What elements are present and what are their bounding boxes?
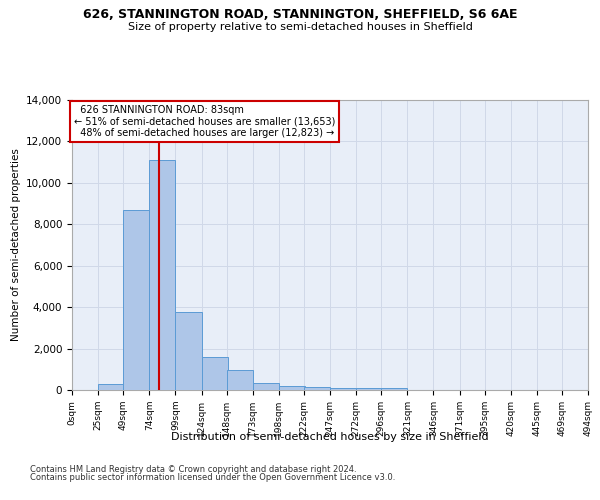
Text: 626, STANNINGTON ROAD, STANNINGTON, SHEFFIELD, S6 6AE: 626, STANNINGTON ROAD, STANNINGTON, SHEF… (83, 8, 517, 20)
Bar (123, 210, 149, 390)
Text: Contains public sector information licensed under the Open Government Licence v3: Contains public sector information licen… (30, 472, 395, 482)
Bar (227, 370, 253, 390)
Bar (253, 383, 279, 390)
Text: Size of property relative to semi-detached houses in Sheffield: Size of property relative to semi-detach… (128, 22, 472, 32)
Y-axis label: Number of semi-detached properties: Number of semi-detached properties (11, 148, 20, 342)
Bar (381, 388, 407, 390)
Bar (175, 312, 202, 390)
Text: 626 STANNINGTON ROAD: 83sqm
← 51% of semi-detached houses are smaller (13,653)
 : 626 STANNINGTON ROAD: 83sqm ← 51% of sem… (74, 105, 335, 138)
Bar (98, 384, 124, 390)
Bar (330, 388, 356, 390)
Bar (356, 388, 382, 390)
Bar (202, 357, 227, 390)
Bar (279, 386, 305, 390)
Bar (304, 387, 330, 390)
Text: Contains HM Land Registry data © Crown copyright and database right 2024.: Contains HM Land Registry data © Crown c… (30, 465, 356, 474)
Bar (149, 160, 175, 390)
Text: Distribution of semi-detached houses by size in Sheffield: Distribution of semi-detached houses by … (171, 432, 489, 442)
